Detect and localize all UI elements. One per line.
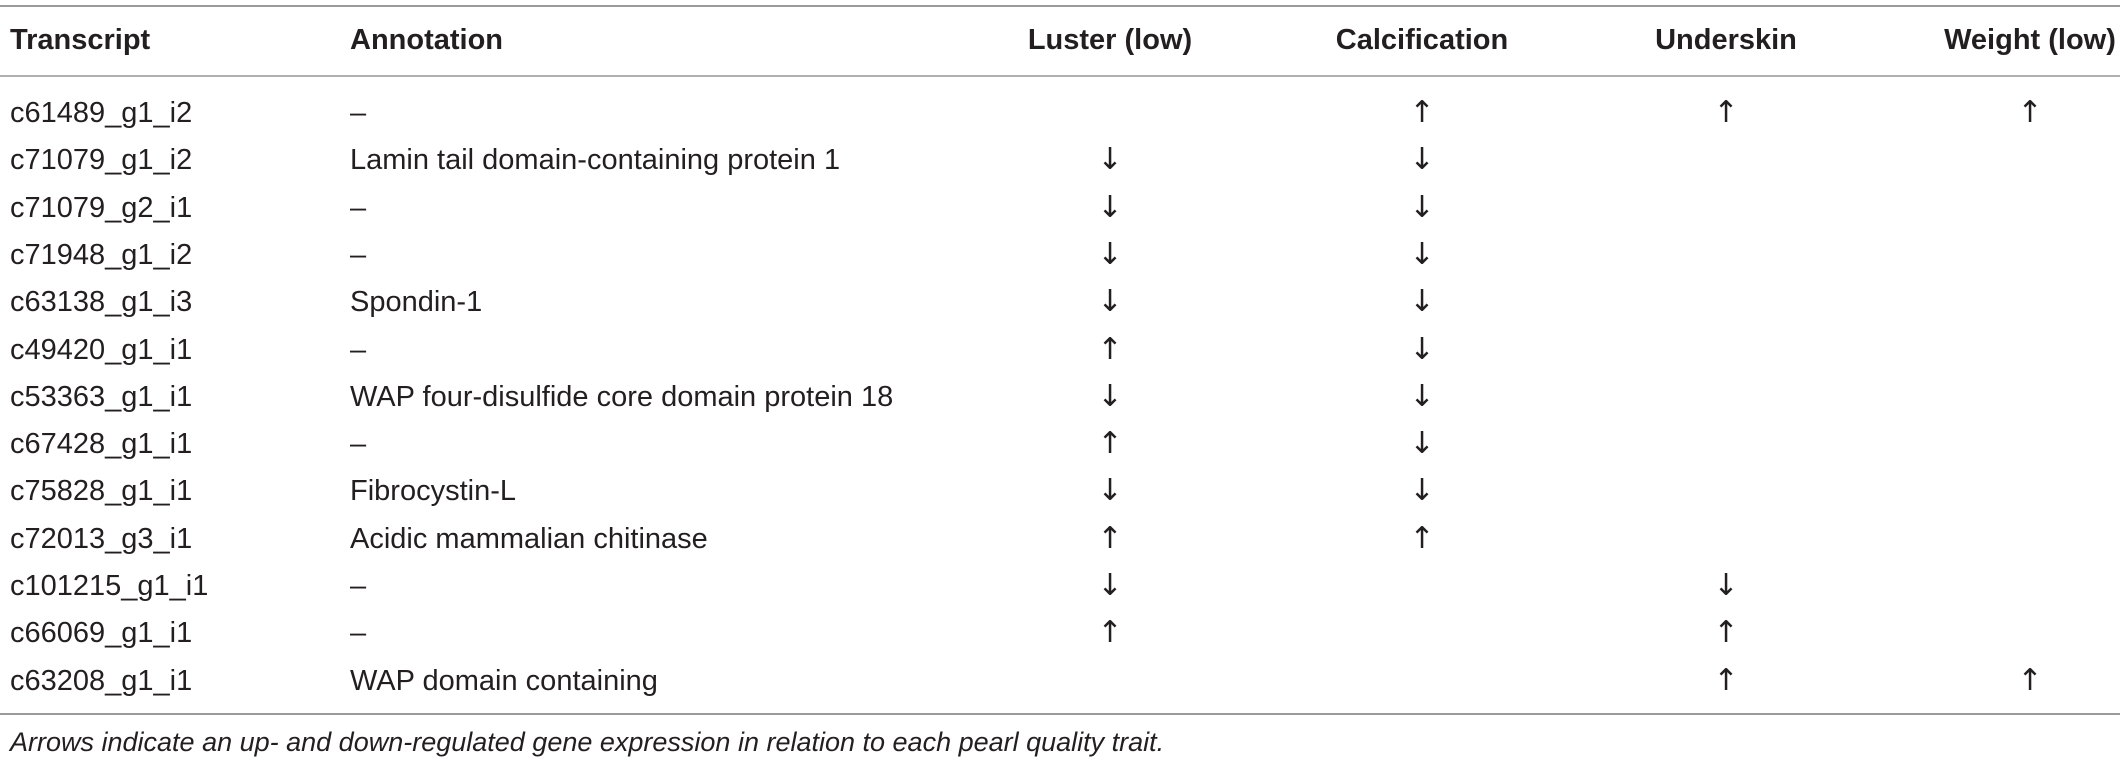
cell-calcification: ↓ <box>1409 142 1435 178</box>
cell-transcript: c53363_g1_i1 <box>10 380 193 413</box>
cell-annotation: – <box>350 191 367 224</box>
cell-luster: ↑ <box>1097 331 1123 367</box>
cell-calcification: ↓ <box>1409 331 1435 367</box>
cell-calcification: ↓ <box>1409 284 1435 320</box>
cell-transcript: c49420_g1_i1 <box>10 333 193 366</box>
cell-luster: ↓ <box>1097 142 1123 178</box>
cell-annotation: Spondin-1 <box>350 286 483 319</box>
cell-annotation: Fibrocystin-L <box>350 475 516 508</box>
cell-transcript: c61489_g1_i2 <box>10 97 193 129</box>
cell-underskin: ↑ <box>1713 662 1739 698</box>
header-rule <box>0 75 2120 77</box>
cell-weight: ↑ <box>2017 95 2043 130</box>
cell-calcification: ↑ <box>1409 520 1435 556</box>
cell-underskin: ↑ <box>1713 615 1739 651</box>
cell-luster: ↓ <box>1097 284 1123 320</box>
header-underskin: Underskin <box>1655 24 1797 56</box>
table-bottom-rule <box>0 713 2120 715</box>
cell-calcification: ↓ <box>1409 378 1435 414</box>
cell-transcript: c63208_g1_i1 <box>10 664 193 697</box>
header-calcification: Calcification <box>1335 24 1509 56</box>
cell-calcification: ↑ <box>1409 95 1435 130</box>
cell-annotation: WAP four-disulfide core domain protein 1… <box>350 380 894 413</box>
cell-transcript: c67428_g1_i1 <box>10 428 193 461</box>
cell-annotation: – <box>350 238 367 271</box>
cell-underskin: ↑ <box>1713 95 1739 130</box>
cell-transcript: c72013_g3_i1 <box>10 522 193 555</box>
cell-luster: ↑ <box>1097 426 1123 462</box>
cell-luster: ↓ <box>1097 236 1123 272</box>
cell-luster: ↓ <box>1097 378 1123 414</box>
cell-annotation: Lamin tail domain-containing protein 1 <box>350 144 841 177</box>
cell-annotation: – <box>350 333 367 366</box>
cell-transcript: c71079_g2_i1 <box>10 191 193 224</box>
cell-transcript: c71948_g1_i2 <box>10 238 193 271</box>
cell-annotation: – <box>350 428 367 461</box>
cell-luster: ↓ <box>1097 473 1123 509</box>
cell-calcification: ↓ <box>1409 236 1435 272</box>
table-top-rule <box>0 5 2120 7</box>
cell-annotation: – <box>350 617 367 650</box>
cell-annotation: Acidic mammalian chitinase <box>350 522 708 555</box>
table-footnote: Arrows indicate an up- and down-regulate… <box>10 727 1165 757</box>
cell-transcript: c66069_g1_i1 <box>10 617 193 650</box>
header-transcript: Transcript <box>10 24 151 56</box>
cell-luster: ↓ <box>1097 568 1123 603</box>
cell-annotation: WAP domain containing <box>350 664 658 697</box>
cell-calcification: ↓ <box>1409 426 1435 462</box>
cell-transcript: c101215_g1_i1 <box>10 570 209 602</box>
cell-annotation: – <box>350 570 367 602</box>
header-annotation: Annotation <box>350 24 504 56</box>
cell-luster: ↑ <box>1097 520 1123 556</box>
cell-luster: ↓ <box>1097 189 1123 225</box>
header-luster: Luster (low) <box>1027 24 1193 56</box>
cell-transcript: c63138_g1_i3 <box>10 286 193 319</box>
cell-calcification: ↓ <box>1409 189 1435 225</box>
cell-weight: ↑ <box>2017 662 2043 698</box>
cell-underskin: ↓ <box>1713 568 1739 603</box>
cell-transcript: c75828_g1_i1 <box>10 475 193 508</box>
header-weight: Weight (low) <box>1944 24 2116 56</box>
cell-calcification: ↓ <box>1409 473 1435 509</box>
cell-annotation: – <box>350 97 367 129</box>
cell-transcript: c71079_g1_i2 <box>10 144 193 177</box>
cell-luster: ↑ <box>1097 615 1123 651</box>
